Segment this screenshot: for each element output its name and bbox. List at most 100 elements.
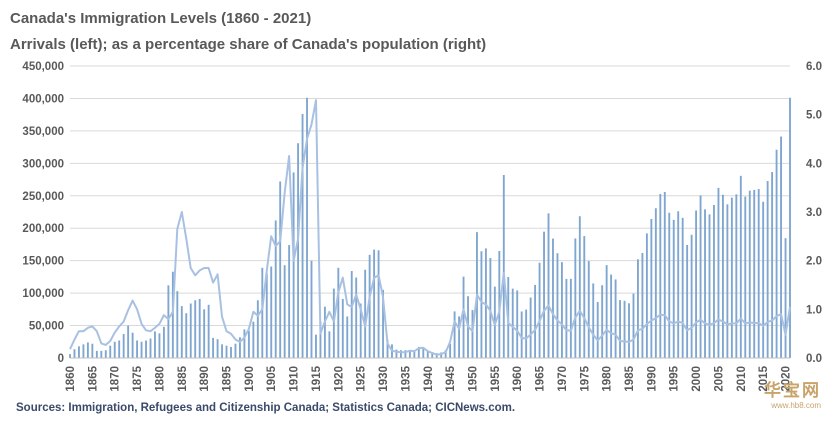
bar <box>431 352 434 358</box>
bar <box>350 271 353 358</box>
bar <box>86 342 89 358</box>
x-tick-label: 1990 <box>646 366 658 392</box>
bar <box>623 300 626 358</box>
bar <box>726 204 729 358</box>
bar <box>771 172 774 358</box>
bar <box>552 238 554 358</box>
x-tick-label: 1975 <box>579 365 591 391</box>
x-tick-label: 1870 <box>110 366 122 392</box>
x-tick-label: 1940 <box>423 366 435 392</box>
bar <box>704 209 706 358</box>
bar <box>315 334 317 358</box>
y-axis-right: 0.0 1.0 2.0 3.0 4.0 5.0 6.0 <box>806 61 822 365</box>
bar <box>780 136 782 358</box>
y-right-tick-label: 4.0 <box>806 158 822 170</box>
bar <box>306 97 308 358</box>
bar <box>735 194 738 358</box>
bar <box>341 298 344 358</box>
bar <box>547 213 550 358</box>
bar <box>328 331 331 358</box>
bar <box>484 248 487 358</box>
bar <box>332 288 335 358</box>
bar <box>399 350 402 358</box>
bar <box>104 350 107 358</box>
bar <box>708 214 711 358</box>
bar <box>578 216 581 358</box>
y-right-tick-label: 6.0 <box>806 61 822 73</box>
source-note: Sources: Immigration, Refugees and Citiz… <box>16 402 516 414</box>
bar <box>243 329 246 358</box>
bar <box>337 267 340 358</box>
bar <box>212 337 215 358</box>
bar <box>686 244 689 358</box>
bar <box>601 285 604 358</box>
bar <box>422 348 425 358</box>
bar <box>149 338 152 358</box>
bar <box>180 306 183 358</box>
bar <box>69 354 71 358</box>
x-axis: 1860 1865 1870 1875 1880 1885 1890 1895 1900 1905… <box>65 357 793 392</box>
bar <box>789 97 791 358</box>
bar <box>699 195 702 358</box>
bar <box>292 172 295 358</box>
bar <box>189 303 192 358</box>
bar <box>221 344 223 358</box>
bar <box>122 333 125 358</box>
x-tick-label: 1895 <box>222 365 234 391</box>
bar <box>78 346 80 358</box>
bar <box>672 219 675 358</box>
bar <box>695 210 698 358</box>
x-tick-label: 1935 <box>400 365 412 391</box>
bar <box>637 259 639 358</box>
y-right-tick-label: 3.0 <box>806 207 822 219</box>
y-left-tick-label: 0 <box>58 353 64 365</box>
x-tick-label: 1905 <box>266 365 278 391</box>
bar <box>346 316 349 358</box>
bar <box>721 194 724 358</box>
bar <box>95 350 98 358</box>
bar <box>632 293 635 358</box>
bar <box>690 234 693 358</box>
bar <box>458 316 461 358</box>
bar <box>529 297 532 358</box>
bar <box>171 271 174 358</box>
y-left-tick-label: 150,000 <box>22 256 64 268</box>
bar <box>355 277 358 358</box>
y-left-tick-label: 50,000 <box>29 321 64 333</box>
bar <box>516 290 519 358</box>
percent-line <box>69 99 791 356</box>
bar <box>158 333 161 358</box>
bar <box>502 175 505 358</box>
bar <box>359 303 362 358</box>
bar <box>775 149 778 358</box>
x-tick-label: 1875 <box>132 365 144 391</box>
x-tick-label: 1890 <box>199 366 211 392</box>
bar <box>659 193 662 358</box>
x-tick-label: 1955 <box>490 365 502 391</box>
bar <box>283 265 286 358</box>
bar <box>207 304 210 358</box>
x-tick-label: 1900 <box>244 366 256 392</box>
bar <box>261 267 264 358</box>
y-axis-left: 0 50,000 100,000 150,000 200,000 250,000 300,0… <box>22 61 64 365</box>
x-tick-label: 1980 <box>602 366 614 392</box>
x-tick-label: 1995 <box>669 365 681 391</box>
x-tick-label: 1860 <box>65 366 77 392</box>
bar <box>238 337 241 358</box>
bar <box>323 306 326 358</box>
bar <box>471 309 474 358</box>
y-left-tick-label: 300,000 <box>22 158 64 170</box>
bar <box>131 332 134 358</box>
bar <box>274 220 277 358</box>
bar <box>230 346 232 358</box>
bar <box>82 344 85 358</box>
x-tick-label: 2015 <box>758 365 770 391</box>
bar <box>118 340 121 358</box>
bar <box>641 252 644 358</box>
bar <box>377 250 380 358</box>
bar <box>364 269 367 358</box>
bar <box>127 325 130 358</box>
bar-series <box>69 97 791 358</box>
bar <box>426 350 429 358</box>
bar <box>444 350 447 358</box>
